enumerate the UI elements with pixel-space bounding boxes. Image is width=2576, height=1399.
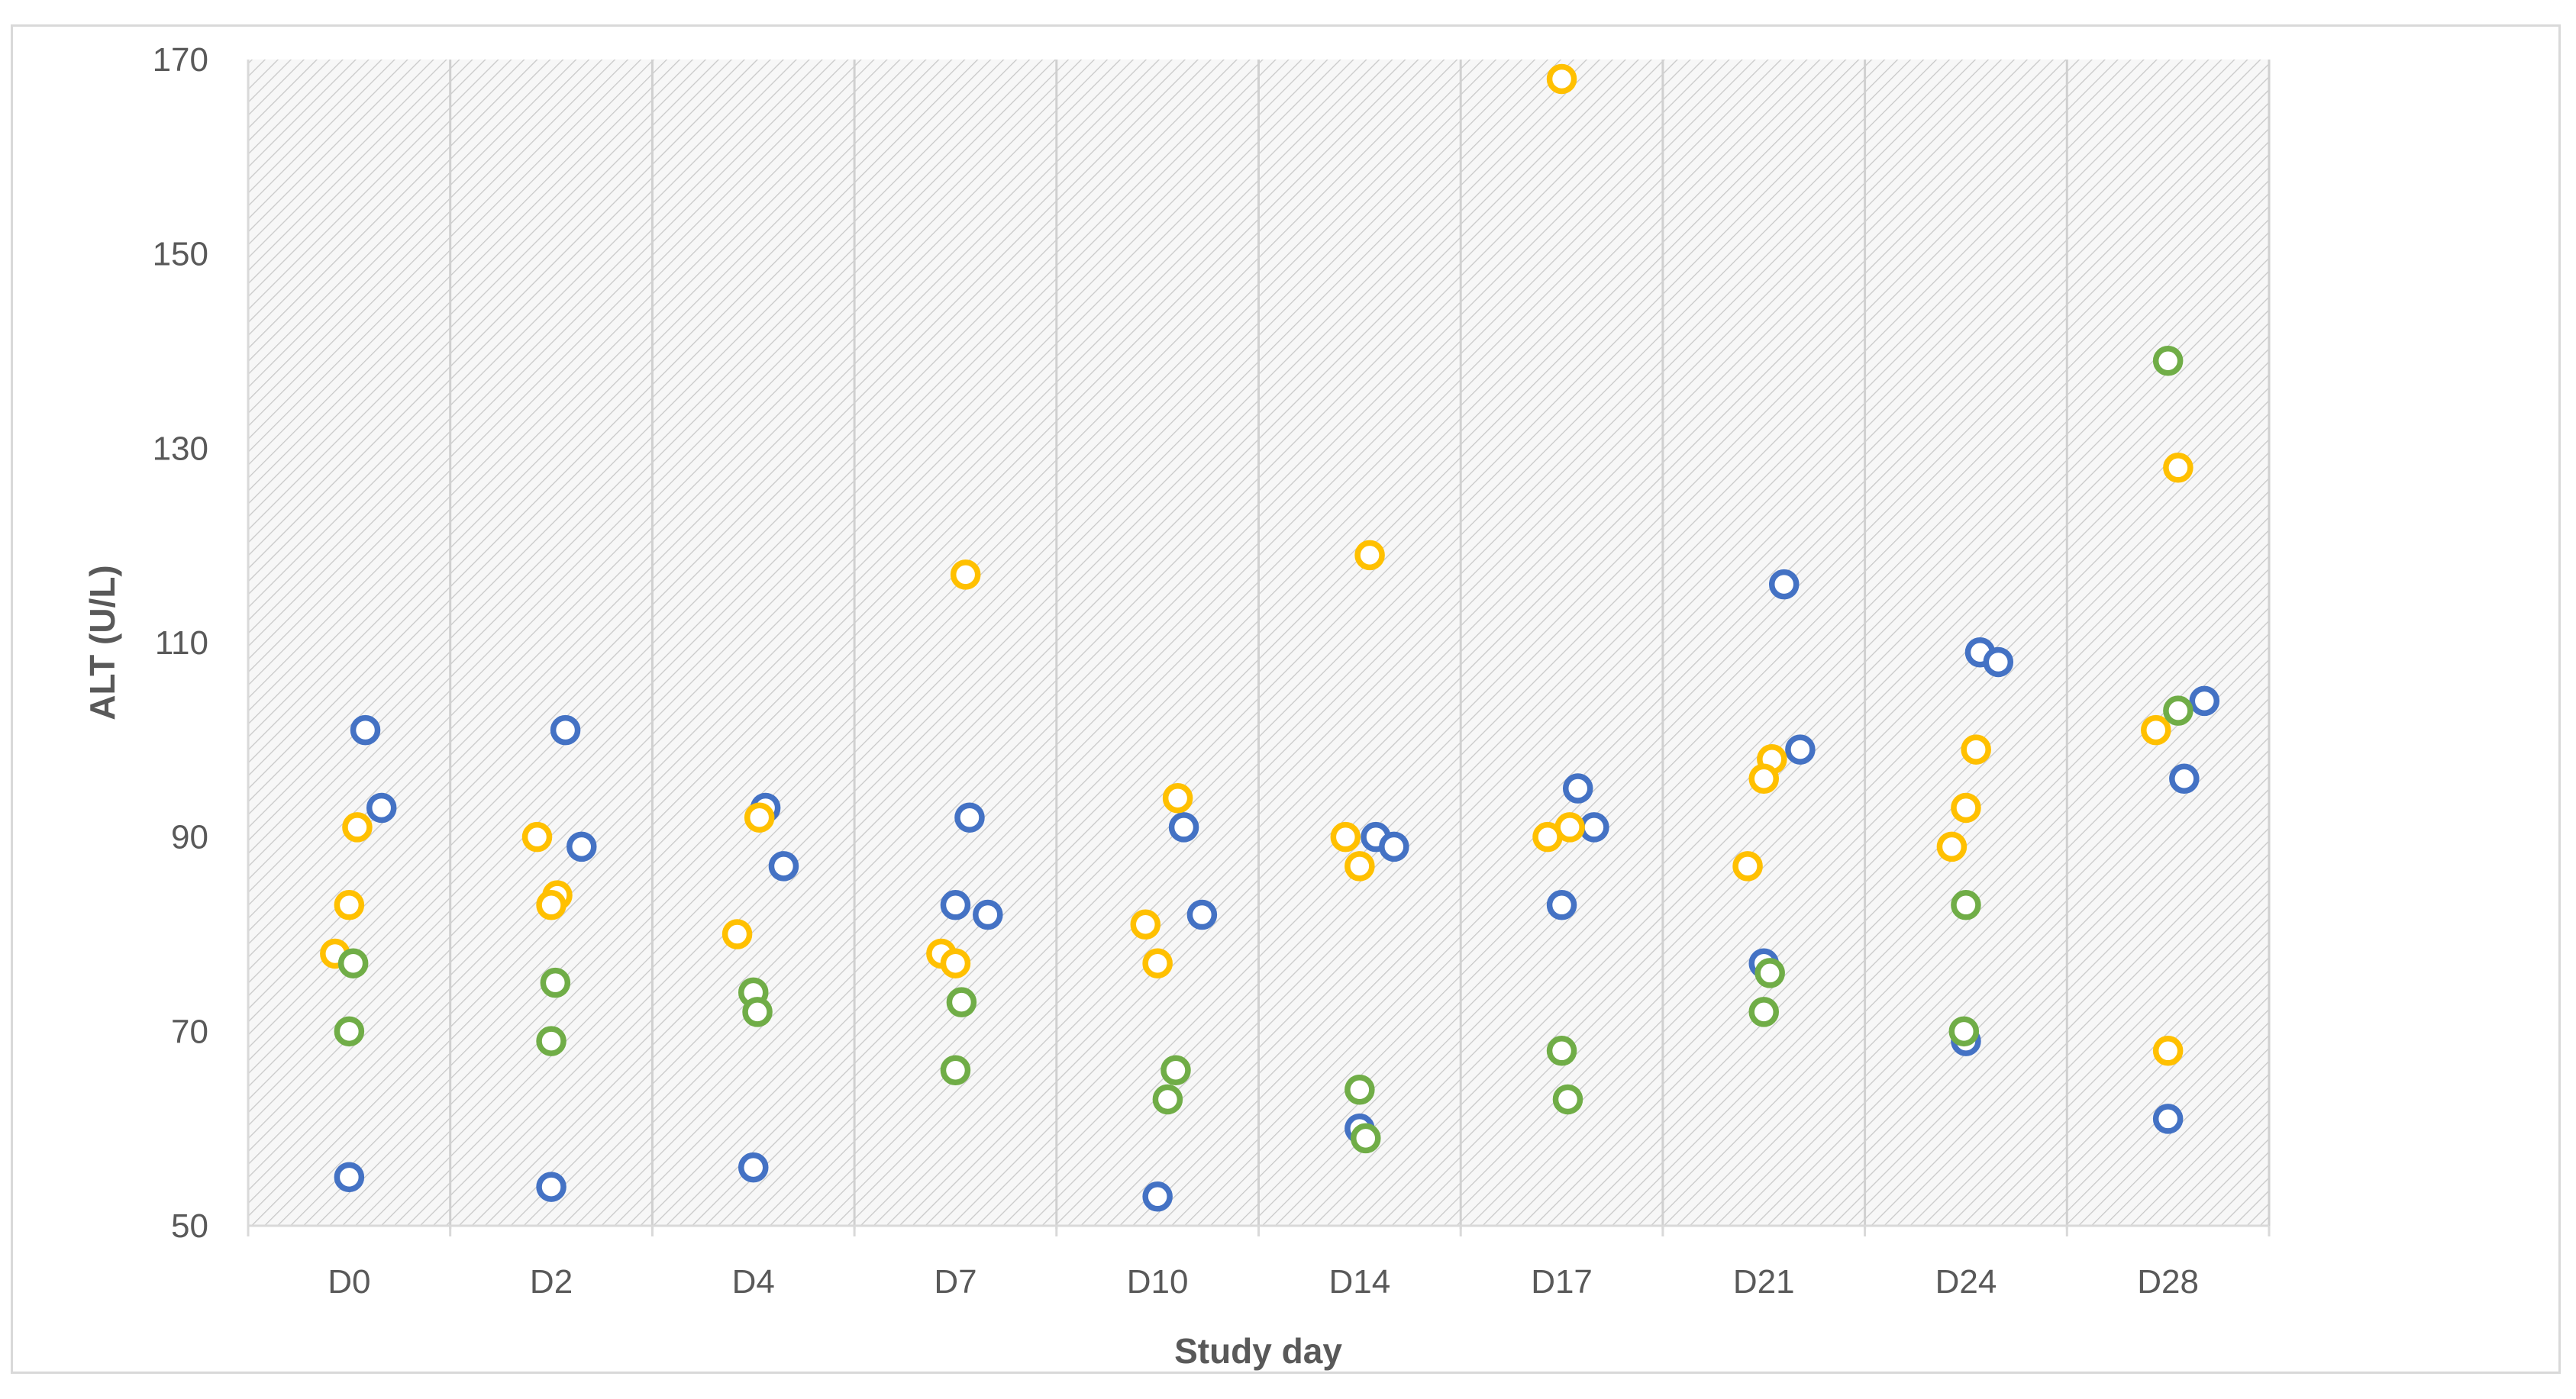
data-point xyxy=(1532,821,1563,853)
data-point xyxy=(1562,773,1593,804)
data-point xyxy=(1546,890,1577,920)
y-tick-label: 130 xyxy=(153,430,208,467)
data-points xyxy=(320,63,2220,1212)
data-point xyxy=(567,831,597,862)
data-point xyxy=(1344,851,1375,882)
data-point xyxy=(1732,851,1763,882)
data-point xyxy=(1142,948,1173,978)
data-point xyxy=(954,802,985,833)
data-point xyxy=(2152,345,2184,376)
x-tick-label: D0 xyxy=(328,1263,370,1301)
x-axis-title: Study day xyxy=(1174,1331,1342,1371)
y-axis-title: ALT (U/L) xyxy=(82,565,122,720)
data-point xyxy=(1351,1123,1381,1154)
x-tick-label: D10 xyxy=(1127,1263,1189,1301)
data-point xyxy=(744,802,775,833)
data-point xyxy=(1142,1181,1173,1212)
data-point xyxy=(334,890,365,920)
data-point xyxy=(334,1162,365,1193)
series-green xyxy=(334,345,2193,1154)
x-tick-label: D14 xyxy=(1328,1263,1390,1301)
data-point xyxy=(1936,831,1968,862)
data-point xyxy=(342,812,373,843)
data-point xyxy=(2163,453,2193,483)
y-tick-label: 90 xyxy=(171,819,208,856)
data-point xyxy=(521,821,553,853)
data-point xyxy=(1785,734,1816,765)
x-tick-label: D4 xyxy=(732,1263,775,1301)
data-point xyxy=(946,987,977,1017)
data-point xyxy=(2152,1036,2184,1066)
data-point xyxy=(1748,763,1779,795)
data-point xyxy=(550,714,581,746)
data-point xyxy=(1162,782,1193,814)
data-point xyxy=(1951,890,1981,920)
data-point xyxy=(1961,734,1991,765)
data-point xyxy=(366,792,397,824)
data-point xyxy=(1330,821,1361,853)
data-point xyxy=(334,1016,365,1047)
data-point xyxy=(2189,685,2220,717)
data-point xyxy=(2141,714,2171,746)
data-point xyxy=(1168,812,1199,843)
x-tick-label: D2 xyxy=(530,1263,573,1301)
data-point xyxy=(973,899,1003,930)
data-point xyxy=(2163,695,2193,726)
data-point xyxy=(940,1055,971,1086)
data-point xyxy=(1951,792,1981,824)
data-point xyxy=(768,851,799,882)
data-point xyxy=(2169,763,2200,795)
data-point xyxy=(950,559,981,590)
data-point xyxy=(940,948,971,978)
data-point xyxy=(1152,1084,1183,1115)
data-point xyxy=(1130,909,1161,940)
data-point xyxy=(738,1152,769,1183)
data-point xyxy=(1552,1084,1583,1115)
y-tick-label: 150 xyxy=(153,236,208,273)
x-tick-label: D28 xyxy=(2137,1263,2199,1301)
data-point xyxy=(1579,812,1609,843)
data-point xyxy=(1748,997,1779,1027)
data-point xyxy=(940,890,971,920)
data-point xyxy=(1186,899,1218,930)
series-orange xyxy=(320,63,2193,1066)
data-point xyxy=(1948,1016,1980,1047)
y-tick-label: 50 xyxy=(171,1207,208,1245)
data-point xyxy=(1983,646,2014,678)
data-point xyxy=(1354,540,1385,571)
data-point xyxy=(1754,958,1785,988)
data-point xyxy=(721,919,753,949)
data-point xyxy=(536,890,567,920)
data-point xyxy=(1546,63,1577,95)
y-tick-label: 170 xyxy=(153,41,208,79)
x-axis: D0 D2 D4 D7 D10 D14 D17 D21 D24 D28 xyxy=(247,1224,2271,1301)
data-point xyxy=(536,1172,567,1202)
data-point xyxy=(1344,1074,1375,1105)
data-point xyxy=(337,948,369,978)
y-tick-label: 110 xyxy=(155,624,208,662)
category-separators xyxy=(247,60,2271,1229)
data-point xyxy=(540,967,571,998)
x-tick-label: D21 xyxy=(1733,1263,1795,1301)
data-point xyxy=(1160,1055,1191,1086)
x-tick-label: D24 xyxy=(1935,1263,1997,1301)
data-point xyxy=(1768,569,1800,600)
data-point xyxy=(2152,1104,2184,1134)
y-tick-label: 70 xyxy=(171,1013,208,1050)
data-point xyxy=(742,997,773,1027)
data-point xyxy=(1546,1036,1577,1066)
x-tick-label: D17 xyxy=(1531,1263,1593,1301)
y-axis: 50 70 90 110 130 150 170 xyxy=(153,41,250,1245)
data-point xyxy=(350,714,381,746)
data-point xyxy=(1379,831,1409,862)
data-point xyxy=(536,1026,567,1056)
x-tick-label: D7 xyxy=(934,1263,976,1301)
